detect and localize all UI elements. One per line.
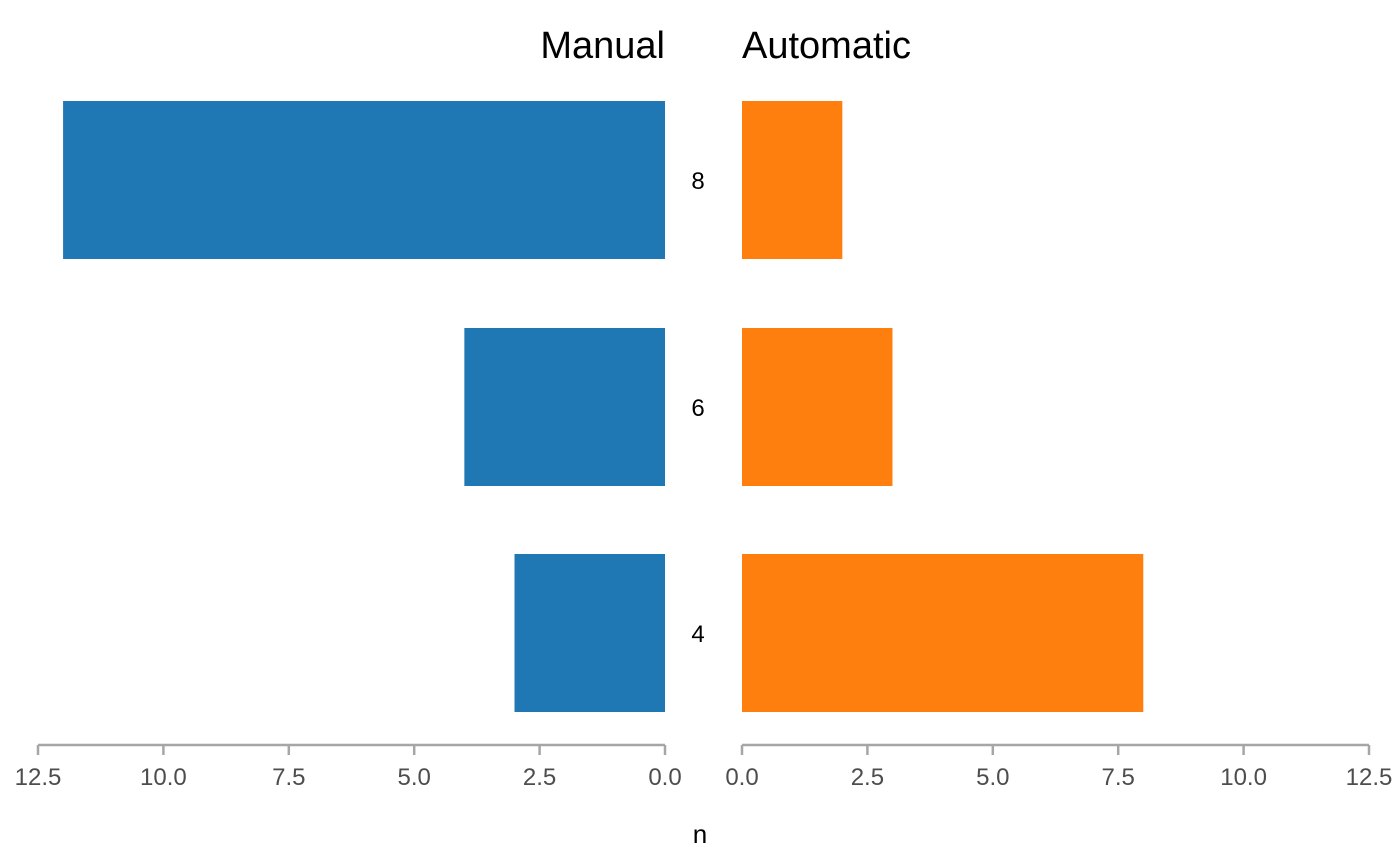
- left-tick-label: 10.0: [140, 764, 187, 791]
- left-tick-label: 5.0: [398, 764, 431, 791]
- left-tick-label: 0.0: [648, 764, 681, 791]
- bar-automatic-4: [742, 554, 1144, 712]
- left-tick-label: 2.5: [523, 764, 556, 791]
- bar-automatic-6: [742, 328, 893, 486]
- right-x-axis: 0.0 2.5 5.0 7.5 10.0 12.5: [725, 743, 1393, 791]
- right-tick-label: 10.0: [1220, 764, 1267, 791]
- left-tick-label: 7.5: [272, 764, 305, 791]
- panel-title-automatic: Automatic: [742, 25, 911, 67]
- right-tick-label: 0.0: [725, 764, 758, 791]
- automatic-bars: [742, 101, 1144, 712]
- right-tick-label: 2.5: [851, 764, 884, 791]
- right-tick-label: 7.5: [1102, 764, 1135, 791]
- left-tick-label: 12.5: [15, 764, 62, 791]
- category-label-6: 6: [691, 395, 704, 422]
- right-tick-label: 12.5: [1346, 764, 1393, 791]
- panel-title-manual: Manual: [540, 25, 665, 67]
- category-label-8: 8: [691, 168, 704, 195]
- bar-manual-6: [464, 328, 665, 486]
- right-tick-label: 5.0: [976, 764, 1009, 791]
- category-label-4: 4: [691, 621, 704, 648]
- manual-bars: [63, 101, 665, 712]
- category-labels: 8 6 4: [691, 168, 704, 648]
- bar-manual-4: [514, 554, 665, 712]
- bar-manual-8: [63, 101, 665, 259]
- x-axis-title: n: [693, 819, 707, 849]
- left-x-axis: 0.0 2.5 5.0 7.5 10.0 12.5: [15, 743, 682, 791]
- bar-automatic-8: [742, 101, 843, 259]
